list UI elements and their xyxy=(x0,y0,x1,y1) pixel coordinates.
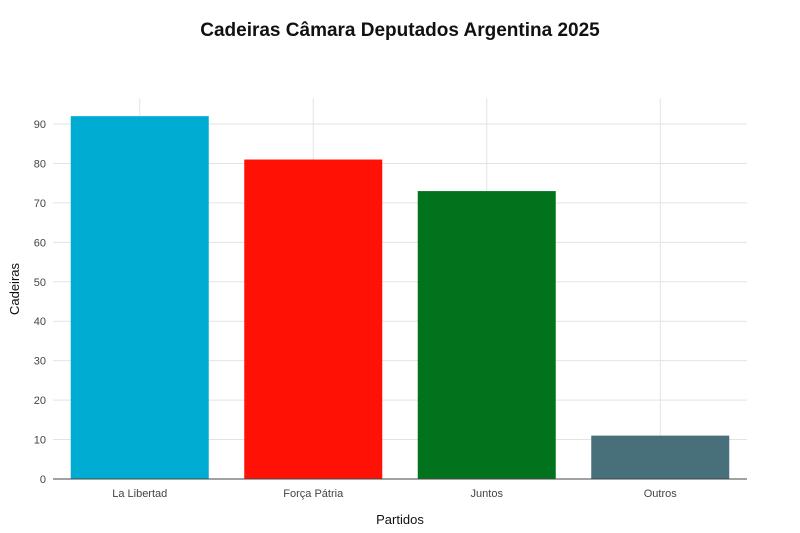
y-tick-label: 60 xyxy=(34,237,46,249)
y-tick-labels: 0 10 20 30 40 50 60 70 80 90 xyxy=(34,119,46,486)
y-tick-label: 80 xyxy=(34,158,46,170)
y-axis-title: Cadeiras xyxy=(7,262,22,315)
y-tick-label: 50 xyxy=(34,277,46,289)
x-tick-labels: La Libertad Força Pátria Juntos Outros xyxy=(112,488,677,500)
x-tick-label: Outros xyxy=(644,488,678,500)
y-tick-label: 30 xyxy=(34,356,46,368)
y-tick-label: 0 xyxy=(40,474,46,486)
y-tick-label: 90 xyxy=(34,119,46,131)
bar-for-a-p-tria xyxy=(244,159,383,479)
bar-juntos xyxy=(417,191,556,479)
bar-outros xyxy=(591,435,730,479)
y-tick-label: 20 xyxy=(34,395,46,407)
x-tick-label: Força Pátria xyxy=(283,488,344,500)
y-tick-label: 70 xyxy=(34,198,46,210)
x-axis-title: Partidos xyxy=(376,512,424,527)
chart-title: Cadeiras Câmara Deputados Argentina 2025 xyxy=(200,20,600,41)
y-tick-label: 10 xyxy=(34,435,46,447)
bar-la-libertad xyxy=(70,116,209,479)
x-tick-label: Juntos xyxy=(471,488,504,500)
bars xyxy=(70,116,730,479)
y-tick-label: 40 xyxy=(34,316,46,328)
x-tick-label: La Libertad xyxy=(112,488,167,500)
